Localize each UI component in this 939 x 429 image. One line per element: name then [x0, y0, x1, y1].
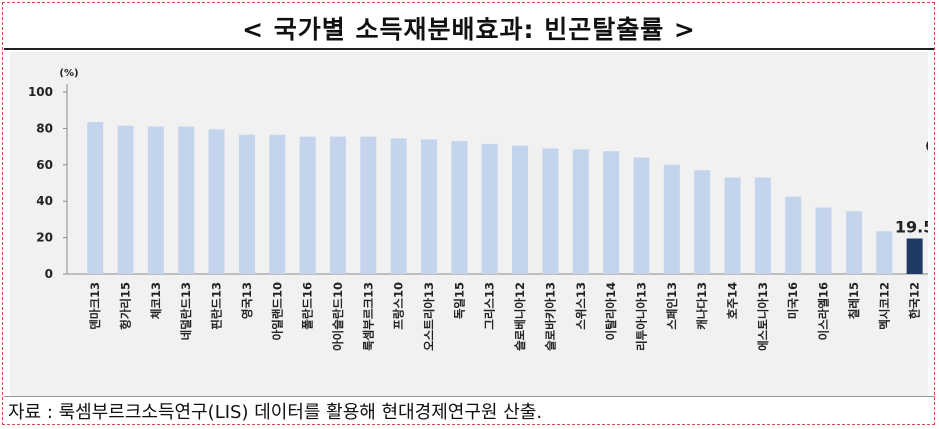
- x-category-label: 슬로베니아12: [513, 282, 527, 351]
- x-category-label: 아일랜드10: [270, 282, 284, 340]
- y-tick-label: 100: [28, 85, 53, 99]
- x-category-label: 체코13: [149, 282, 163, 319]
- bar-16: [542, 148, 559, 274]
- x-category-label: 호주14: [726, 282, 740, 319]
- x-category-label: 오스트리아13: [422, 282, 436, 351]
- bar-15: [512, 145, 529, 274]
- bar-8: [299, 136, 316, 274]
- bar-14: [481, 143, 498, 274]
- bar-3: [147, 126, 164, 274]
- x-category-label: 핀란드13: [210, 282, 224, 330]
- x-category-label: 네덜란드13: [179, 282, 193, 340]
- y-tick-label: 20: [36, 231, 53, 245]
- title-underline: [4, 48, 934, 50]
- x-category-label: 헝가리15: [119, 282, 133, 330]
- bar-18: [603, 151, 620, 274]
- bar-24: [785, 196, 802, 274]
- bar-11: [390, 138, 407, 274]
- y-tick-label: 60: [36, 158, 53, 172]
- chart-title: < 국가별 소득재분배효과: 빈곤탈출률 >: [242, 15, 696, 44]
- x-category-label: 한국12: [908, 282, 922, 319]
- data-label: 64.1: [925, 136, 928, 155]
- bar-12: [421, 139, 438, 274]
- x-category-label: 스페인13: [665, 282, 679, 330]
- source-note: 자료 : 룩셈부르크소득연구(LIS) 데이터를 활용해 현대경제연구원 산출.: [8, 402, 543, 423]
- y-tick-label: 40: [36, 194, 53, 208]
- chart-area: (%) 0 20 40 60 80 100 덴마크13 헝가리15 체코13 네덜란드13 핀란드13…: [10, 52, 928, 396]
- bar-5: [208, 129, 225, 274]
- y-tick-label: 80: [36, 121, 53, 135]
- bar-28: [906, 238, 923, 274]
- chart-frame: [2, 2, 935, 425]
- title-bar: < 국가별 소득재분배효과: 빈곤탈출률 >: [4, 6, 934, 50]
- x-category-label: 이탈리아14: [604, 282, 618, 340]
- x-category-label: 캐나다13: [695, 282, 709, 330]
- bar-20: [663, 164, 680, 274]
- x-category-label: 독일15: [452, 282, 466, 319]
- bar-chart: (%) 0 20 40 60 80 100 덴마크13 헝가리15 체코13 네덜란드13 핀란드13…: [28, 68, 928, 351]
- bar-10: [360, 136, 377, 274]
- bar-4: [178, 126, 195, 274]
- x-category-label: 폴란드16: [301, 282, 315, 330]
- bar-19: [633, 157, 650, 274]
- x-category-label: 영국13: [240, 282, 254, 319]
- x-category-label: 칠레15: [847, 282, 861, 319]
- y-tick-label: 0: [45, 267, 53, 281]
- y-axis-unit-label: (%): [59, 68, 78, 79]
- data-label: 19.5: [895, 218, 928, 237]
- x-category-label: 아이슬란드10: [331, 282, 345, 351]
- bar-22: [724, 177, 741, 274]
- bar-17: [572, 149, 589, 274]
- bar-23: [754, 177, 771, 274]
- bar-26: [845, 211, 862, 274]
- bar-7: [269, 134, 286, 274]
- x-category-label: 멕시코12: [877, 282, 891, 330]
- x-category-label: 에스토니아13: [756, 282, 770, 351]
- x-category-label: 스위스13: [574, 282, 588, 330]
- x-category-label: 그리스13: [483, 282, 497, 330]
- bar-1: [87, 122, 104, 274]
- x-category-label: 룩셈부르크13: [361, 282, 375, 351]
- x-category-label: 미국16: [786, 282, 800, 319]
- x-category-label: 리투아니아13: [634, 282, 648, 351]
- bar-2: [117, 125, 134, 274]
- bar-25: [815, 207, 832, 274]
- x-category-label: 이스라엘16: [817, 282, 831, 340]
- bar-13: [451, 141, 468, 274]
- bar-6: [238, 134, 255, 274]
- x-category-label: 슬로바키아13: [543, 282, 557, 351]
- bar-27: [876, 231, 893, 274]
- bar-9: [329, 136, 346, 274]
- source-divider: [4, 396, 935, 397]
- bar-21: [694, 170, 711, 274]
- x-category-label: 덴마크13: [88, 282, 102, 330]
- x-category-label: 프랑스10: [392, 282, 406, 330]
